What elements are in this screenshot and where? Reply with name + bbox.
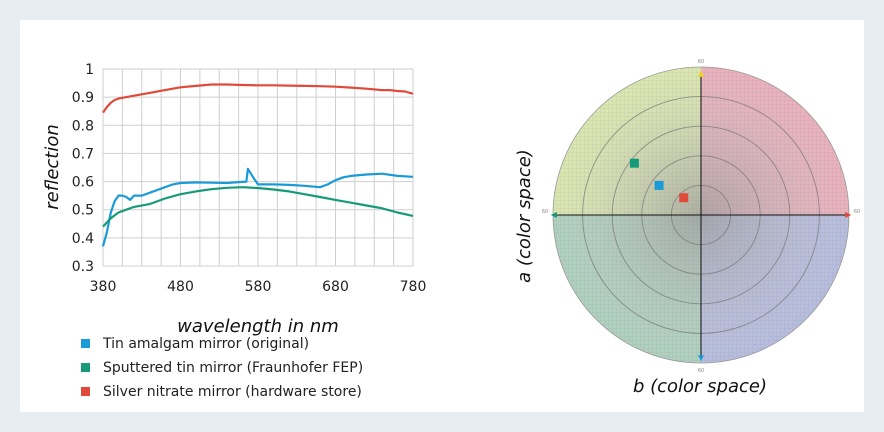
y-tick-label: 0.3 — [72, 259, 94, 275]
series-line — [102, 83, 414, 114]
color-space-points — [629, 158, 689, 203]
y-axis-title: reflection — [42, 124, 63, 210]
color-space-point — [654, 180, 664, 190]
legend-label-silver-nitrate: Silver nitrate mirror (hardware store) — [103, 384, 362, 400]
color-space-x-title: b (color space) — [633, 376, 767, 397]
y-tick-label: 0.4 — [72, 231, 94, 247]
color-space-chart: 60 60 60 60 a (color space) b (color spa… — [514, 59, 860, 397]
x-axis-title: wavelength in nm — [177, 316, 339, 337]
line-series-group — [101, 83, 414, 247]
legend-swatch-tin-amalgam — [81, 339, 90, 348]
series-line — [102, 186, 414, 228]
line-chart: 0.3 0.4 0.5 0.6 0.7 0.8 0.9 1 380 480 580 680 780 r… — [42, 62, 426, 337]
line-chart-grid — [102, 68, 414, 267]
legend-swatch-silver-nitrate — [81, 387, 90, 396]
axis-end-label-right: 60 — [854, 209, 860, 215]
y-tick-label: 1 — [85, 62, 94, 78]
axis-end-label-left: 60 — [542, 209, 548, 215]
y-tick-label: 0.5 — [72, 203, 94, 219]
axis-end-label-bottom: 60 — [698, 368, 704, 374]
series-line — [101, 167, 414, 247]
color-space-y-title: a (color space) — [514, 149, 535, 283]
x-tick-label: 780 — [400, 279, 427, 295]
y-tick-labels: 0.3 0.4 0.5 0.6 0.7 0.8 0.9 1 — [72, 62, 94, 275]
x-tick-labels: 380 480 580 680 780 — [90, 279, 427, 295]
y-tick-label: 0.8 — [72, 118, 94, 134]
x-tick-label: 680 — [322, 279, 349, 295]
y-tick-label: 0.9 — [72, 90, 94, 106]
x-tick-label: 480 — [167, 279, 194, 295]
color-space-point — [629, 158, 639, 168]
legend-swatch-sputtered-tin — [81, 363, 90, 372]
x-tick-label: 380 — [90, 279, 117, 295]
x-tick-label: 580 — [245, 279, 272, 295]
legend: Tin amalgam mirror (original) Sputtered … — [81, 336, 363, 400]
legend-label-tin-amalgam: Tin amalgam mirror (original) — [102, 336, 309, 352]
y-tick-label: 0.6 — [72, 175, 94, 191]
legend-label-sputtered-tin: Sputtered tin mirror (Fraunhofer FEP) — [103, 360, 363, 376]
y-tick-label: 0.7 — [72, 146, 94, 162]
color-space-point — [679, 193, 689, 203]
axis-end-label-top: 60 — [698, 59, 704, 65]
